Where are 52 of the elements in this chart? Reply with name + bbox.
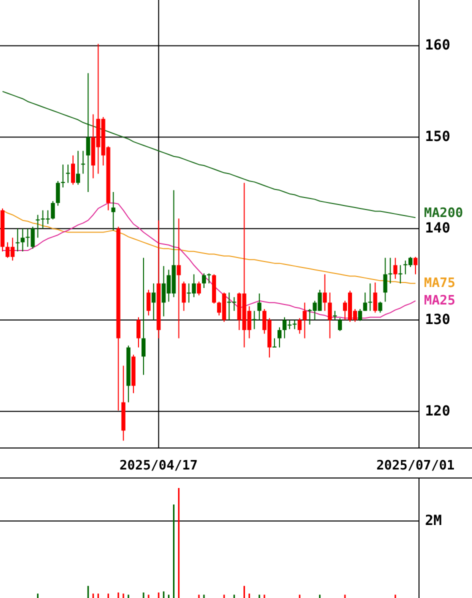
candlestick — [146, 289, 151, 316]
candlestick — [363, 292, 368, 312]
candlestick — [378, 301, 382, 314]
y-tick-label: 130 — [425, 312, 450, 328]
candlestick — [76, 150, 80, 186]
candlestick — [358, 308, 362, 322]
candlestick — [272, 338, 276, 348]
candlestick — [66, 164, 70, 184]
candlestick — [56, 180, 60, 206]
ref-line-label: 2M — [425, 513, 442, 529]
line-series — [2, 202, 416, 319]
y-tick-label: 120 — [425, 403, 450, 420]
candlestick — [338, 318, 342, 332]
candlestick — [368, 282, 372, 312]
candlestick — [86, 72, 90, 192]
candlestick — [322, 274, 327, 312]
candlestick — [182, 281, 186, 312]
x-tick-label: 2025/04/17 — [120, 458, 198, 474]
candlestick — [373, 282, 378, 314]
line-series — [2, 90, 416, 218]
candlestick — [278, 326, 282, 348]
candlestick — [413, 256, 418, 275]
candlestick — [298, 318, 302, 334]
y-tick-label: 140 — [425, 220, 450, 237]
candlestick — [152, 282, 156, 320]
series-label: MA25 — [424, 293, 456, 308]
candlestick — [383, 257, 388, 302]
candlestick — [136, 316, 140, 348]
candlestick — [71, 154, 76, 186]
candlestick — [398, 264, 402, 284]
x-tick-label: 2025/07/01 — [376, 458, 455, 474]
candlestick — [142, 257, 146, 376]
candlestick — [328, 292, 332, 339]
candlestick — [252, 310, 256, 330]
y-tick-label: 150 — [425, 129, 450, 146]
candlestick — [50, 200, 55, 220]
candlestick — [388, 257, 392, 284]
candlestick — [393, 257, 398, 280]
series-label: MA75 — [424, 276, 456, 291]
candlestick — [16, 228, 20, 252]
candlestick — [176, 218, 181, 339]
candlestick — [332, 310, 337, 320]
candlestick — [302, 302, 307, 339]
candlestick — [292, 320, 297, 330]
series-label: MA200 — [424, 206, 464, 222]
candlestick — [196, 281, 201, 296]
candlestick — [36, 214, 40, 238]
candlestick — [111, 192, 116, 231]
candlestick — [257, 292, 262, 320]
candlestick — [81, 150, 86, 174]
y-tick-label: 160 — [425, 38, 450, 54]
candlestick — [60, 164, 65, 188]
